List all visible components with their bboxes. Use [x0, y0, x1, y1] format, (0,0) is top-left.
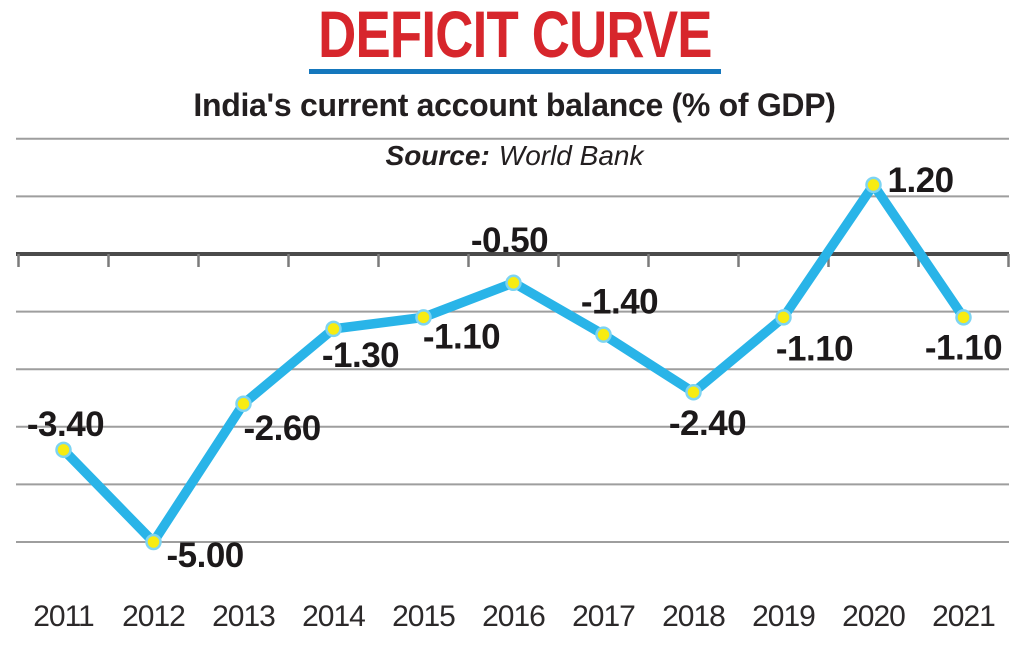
chart-source: Source: World Bank — [0, 140, 1029, 172]
x-axis-label: 2017 — [572, 600, 635, 633]
x-axis-label: 2020 — [842, 600, 905, 633]
data-point-label: -1.10 — [925, 328, 1002, 367]
source-label: Source: — [385, 140, 490, 171]
x-axis-label: 2021 — [932, 600, 995, 633]
data-point-marker — [595, 326, 612, 343]
title-underline — [308, 69, 721, 74]
chart-title: DEFICIT CURVE — [317, 0, 712, 71]
data-point-label: 1.20 — [888, 161, 954, 200]
data-point-marker — [955, 309, 972, 326]
data-point-label: -1.10 — [423, 317, 500, 356]
x-axis-label: 2012 — [122, 600, 185, 633]
data-point-marker — [55, 441, 72, 459]
data-point-label: -3.40 — [27, 405, 104, 444]
source-value: World Bank — [498, 140, 644, 171]
x-axis-label: 2013 — [212, 600, 275, 633]
data-point-marker — [415, 309, 432, 326]
x-axis-label: 2018 — [662, 600, 725, 633]
data-point-marker — [235, 395, 252, 413]
x-axis-label: 2011 — [33, 600, 94, 633]
chart-header: DEFICIT CURVE India's current account ba… — [0, 0, 1029, 124]
data-point-marker — [685, 383, 702, 401]
data-point-label: -5.00 — [167, 536, 244, 575]
x-axis-label: 2014 — [302, 600, 365, 633]
data-point-marker — [325, 320, 342, 338]
data-point-marker — [505, 274, 522, 292]
data-point-label: -0.50 — [471, 221, 548, 260]
x-axis-label: 2015 — [392, 600, 455, 633]
data-point-label: -2.40 — [669, 404, 746, 443]
x-axis-label: 2019 — [752, 600, 815, 633]
data-point-marker — [145, 533, 162, 551]
data-point-label: -1.40 — [581, 283, 658, 322]
data-point-marker — [865, 176, 882, 194]
data-point-marker — [775, 309, 792, 326]
data-point-label: -1.30 — [322, 336, 399, 375]
x-axis-label: 2016 — [482, 600, 545, 633]
data-point-label: -1.10 — [776, 329, 853, 368]
data-point-label: -2.60 — [244, 409, 321, 448]
chart-subtitle: India's current account balance (% of GD… — [193, 87, 836, 123]
